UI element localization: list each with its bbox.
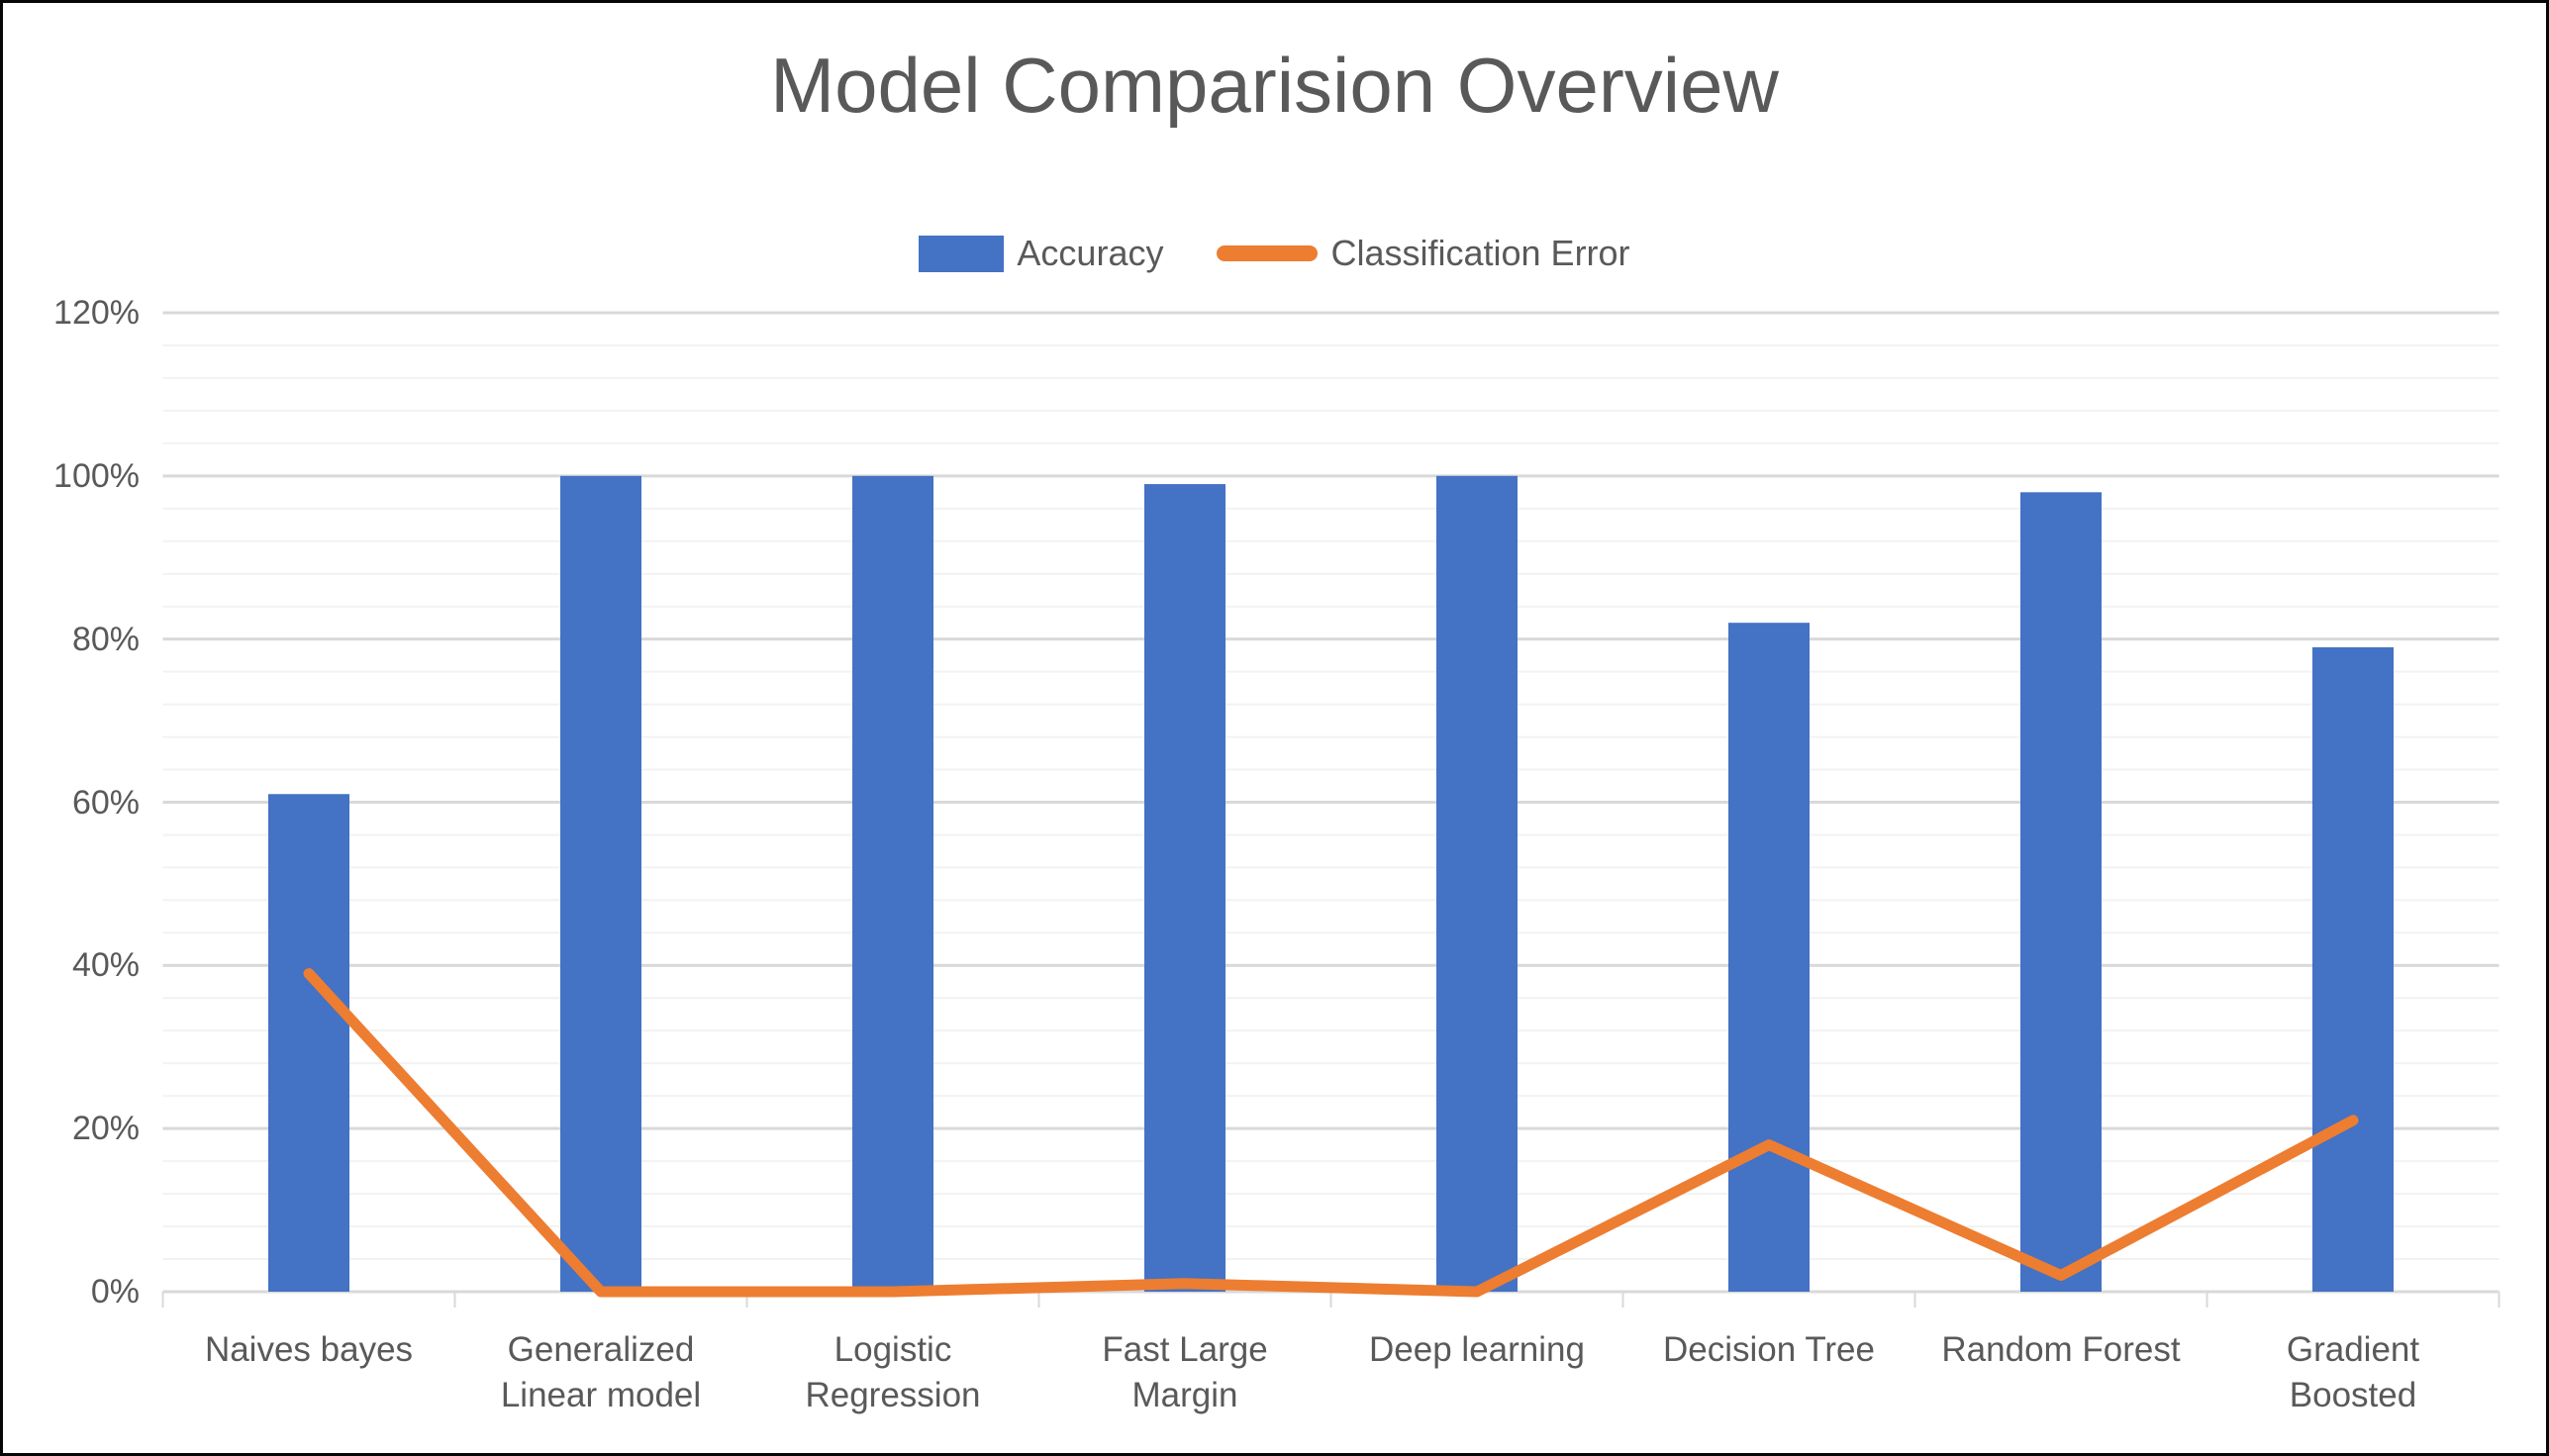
- x-category-label: Fast Large Margin: [1102, 1330, 1268, 1415]
- legend: Accuracy Classification Error: [3, 233, 2546, 274]
- accuracy-bar: [268, 794, 349, 1292]
- accuracy-bar: [1144, 484, 1225, 1292]
- chart-title: Model Comparision Overview: [770, 42, 1779, 129]
- legend-label-classification-error: Classification Error: [1330, 233, 1630, 273]
- accuracy-bar: [1728, 623, 1810, 1292]
- accuracy-bar: [852, 475, 933, 1292]
- y-tick-label: 40%: [71, 946, 140, 985]
- y-tick-label: 20%: [71, 1110, 140, 1148]
- accuracy-bar: [2312, 646, 2394, 1292]
- legend-label-accuracy: Accuracy: [1017, 233, 1164, 273]
- plot-area[interactable]: [3, 3, 2549, 1456]
- accuracy-bar-swatch-icon: [919, 235, 1005, 272]
- x-category-label: Random Forest: [1941, 1330, 2181, 1369]
- y-tick-label: 80%: [71, 620, 140, 658]
- x-category-label: Gradient Boosted: [2286, 1330, 2420, 1415]
- y-tick-label: 120%: [53, 294, 140, 332]
- x-category-label: Deep learning: [1369, 1330, 1585, 1369]
- y-tick-label: 100%: [53, 456, 140, 495]
- x-category-label: Decision Tree: [1663, 1330, 1875, 1369]
- classification-error-line-swatch-icon: [1217, 245, 1319, 261]
- accuracy-bar: [1436, 475, 1518, 1292]
- x-category-label: Naives bayes: [204, 1330, 414, 1369]
- y-tick-label: 60%: [71, 783, 140, 822]
- legend-item-classification-error[interactable]: Classification Error: [1217, 233, 1630, 274]
- x-category-label: Generalized Linear model: [500, 1330, 702, 1415]
- y-tick-label: 0%: [90, 1273, 140, 1310]
- accuracy-bar: [560, 475, 641, 1292]
- x-category-label: Logistic Regression: [805, 1330, 981, 1415]
- legend-item-accuracy[interactable]: Accuracy: [919, 233, 1163, 274]
- accuracy-bar: [2020, 492, 2102, 1293]
- classification-error-line: [303, 968, 2359, 1298]
